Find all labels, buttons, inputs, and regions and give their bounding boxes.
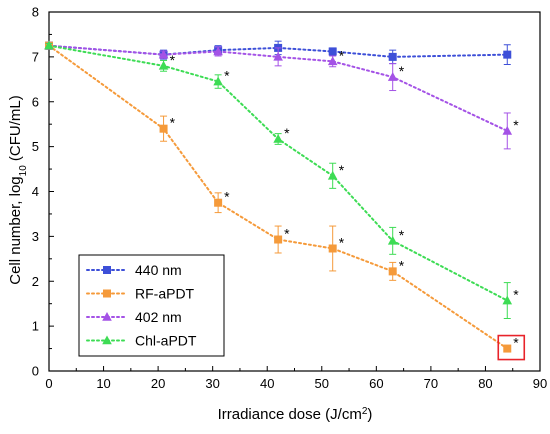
y-tick-label-7: 7 bbox=[32, 49, 39, 64]
legend-entry-402-nm: 402 nm bbox=[86, 309, 182, 325]
x-tick-label-60: 60 bbox=[369, 376, 383, 391]
legend-marker-chl-apdt bbox=[102, 335, 112, 345]
x-axis-title-sup: 2 bbox=[362, 406, 368, 417]
y-axis-title-tail: (CFU/mL) bbox=[7, 95, 24, 165]
x-axis-title-main: Irradiance dose (J/cm bbox=[218, 406, 362, 423]
y-tick-label-2: 2 bbox=[32, 274, 39, 289]
significance-star: * bbox=[339, 47, 345, 63]
x-axis-title: Irradiance dose (J/cm2) bbox=[218, 406, 373, 424]
y-tick-label-4: 4 bbox=[32, 184, 39, 199]
x-tick-label-30: 30 bbox=[205, 376, 219, 391]
significance-star: * bbox=[399, 227, 405, 243]
x-tick-label-50: 50 bbox=[315, 376, 329, 391]
data-point-402-nm bbox=[327, 56, 338, 66]
data-point-440-nm bbox=[328, 47, 337, 56]
significance-star: * bbox=[284, 125, 290, 141]
axis-ticks: 0 10 20 30 40 50 60 70 80 90 0 1 2 3 4 5 6 7 8 bbox=[32, 5, 547, 392]
x-tick-label-40: 40 bbox=[260, 376, 274, 391]
highlight-box bbox=[497, 334, 526, 361]
significance-star: * bbox=[399, 257, 405, 273]
significance-markers: * * * * * * * * * * * * * * * bbox=[170, 47, 520, 350]
significance-star: * bbox=[224, 68, 230, 84]
y-tick-label-3: 3 bbox=[32, 229, 39, 244]
x-tick-label-90: 90 bbox=[533, 376, 547, 391]
y-tick-label-1: 1 bbox=[32, 319, 39, 334]
legend-entry-440-nm: 440 nm bbox=[86, 262, 182, 278]
series-group bbox=[44, 40, 526, 361]
data-point-440-nm bbox=[388, 52, 397, 61]
data-point-402-nm bbox=[273, 51, 283, 61]
data-point-chl-apdt bbox=[44, 40, 54, 50]
legend-label-chl-apdt: Chl-aPDT bbox=[135, 333, 197, 349]
y-axis-title-sub: 10 bbox=[18, 165, 29, 177]
significance-star: * bbox=[399, 63, 405, 79]
legend-marker-440-nm bbox=[103, 266, 111, 274]
x-tick-label-10: 10 bbox=[96, 376, 110, 391]
data-point-rf-apdt bbox=[328, 244, 337, 253]
legend-entry-rf-apdt: RF-aPDT bbox=[86, 286, 195, 302]
data-point-402-nm bbox=[387, 72, 398, 81]
x-tick-label-80: 80 bbox=[478, 376, 492, 391]
y-tick-label-0: 0 bbox=[32, 364, 39, 379]
legend-label-rf-apdt: RF-aPDT bbox=[135, 286, 195, 302]
data-point-chl-apdt bbox=[502, 295, 513, 305]
y-axis-title-main: Cell number, log bbox=[7, 176, 24, 284]
legend: 440 nm RF-aPDT 402 nm Chl-aPDT bbox=[78, 254, 225, 357]
significance-star: * bbox=[513, 335, 519, 351]
legend-marker-402-nm bbox=[102, 311, 112, 321]
x-tick-label-70: 70 bbox=[424, 376, 438, 391]
data-point-440-nm bbox=[503, 50, 512, 59]
x-tick-label-20: 20 bbox=[151, 376, 165, 391]
data-point-402-nm bbox=[213, 46, 223, 56]
y-tick-label-5: 5 bbox=[32, 139, 39, 154]
data-point-chl-apdt bbox=[158, 60, 169, 70]
series-402-nm bbox=[44, 40, 513, 150]
data-point-402-nm bbox=[502, 125, 513, 135]
significance-star: * bbox=[170, 52, 176, 68]
data-point-402-nm bbox=[158, 49, 169, 59]
series-chl-apdt bbox=[44, 40, 513, 319]
significance-star: * bbox=[284, 226, 290, 242]
data-point-rf-apdt bbox=[274, 235, 283, 244]
legend-entry-chl-apdt: Chl-aPDT bbox=[86, 333, 197, 349]
data-point-rf-apdt bbox=[159, 124, 168, 133]
x-axis-title-tail: ) bbox=[367, 406, 372, 423]
x-tick-label-0: 0 bbox=[45, 376, 52, 391]
data-point-chl-apdt bbox=[273, 133, 283, 143]
data-point-rf-apdt bbox=[388, 267, 397, 276]
significance-star: * bbox=[339, 162, 345, 178]
significance-star: * bbox=[170, 115, 176, 131]
data-point-chl-apdt bbox=[387, 235, 398, 245]
legend-label-440-nm: 440 nm bbox=[135, 262, 182, 278]
data-point-chl-apdt bbox=[327, 170, 338, 180]
data-point-chl-apdt bbox=[213, 76, 223, 86]
significance-star: * bbox=[339, 234, 345, 250]
significance-star: * bbox=[513, 117, 519, 133]
y-tick-label-8: 8 bbox=[32, 5, 39, 20]
significance-star: * bbox=[224, 189, 230, 205]
data-point-rf-apdt bbox=[503, 344, 512, 353]
y-axis-title: Cell number, log10 (CFU/mL) bbox=[7, 95, 29, 285]
significance-star: * bbox=[513, 287, 519, 303]
data-point-rf-apdt bbox=[214, 198, 223, 207]
legend-marker-rf-apdt bbox=[103, 289, 111, 298]
y-tick-label-6: 6 bbox=[32, 94, 39, 109]
legend-label-402-nm: 402 nm bbox=[135, 309, 182, 325]
